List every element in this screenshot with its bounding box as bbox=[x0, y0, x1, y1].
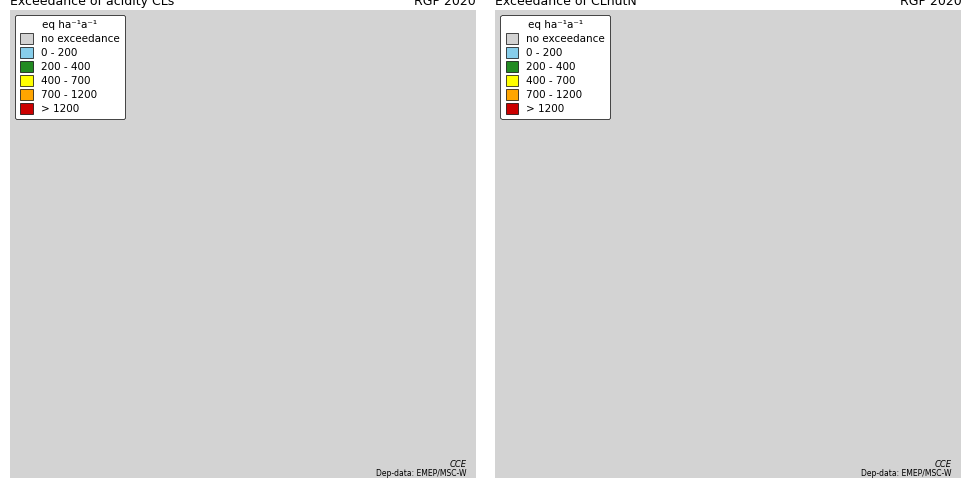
Text: RGP 2020: RGP 2020 bbox=[899, 0, 961, 9]
Text: Dep-data: EMEP/MSC-W: Dep-data: EMEP/MSC-W bbox=[376, 469, 466, 478]
Text: CCE: CCE bbox=[450, 460, 466, 469]
Legend: no exceedance, 0 - 200, 200 - 400, 400 - 700, 700 - 1200, > 1200: no exceedance, 0 - 200, 200 - 400, 400 -… bbox=[15, 15, 125, 119]
Legend: no exceedance, 0 - 200, 200 - 400, 400 - 700, 700 - 1200, > 1200: no exceedance, 0 - 200, 200 - 400, 400 -… bbox=[500, 15, 611, 119]
Text: Exceedance of CLnutN: Exceedance of CLnutN bbox=[495, 0, 637, 9]
Text: Exceedance of acidity CLs: Exceedance of acidity CLs bbox=[10, 0, 174, 9]
Text: RGP 2020: RGP 2020 bbox=[414, 0, 476, 9]
Text: Dep-data: EMEP/MSC-W: Dep-data: EMEP/MSC-W bbox=[861, 469, 952, 478]
Text: CCE: CCE bbox=[935, 460, 952, 469]
